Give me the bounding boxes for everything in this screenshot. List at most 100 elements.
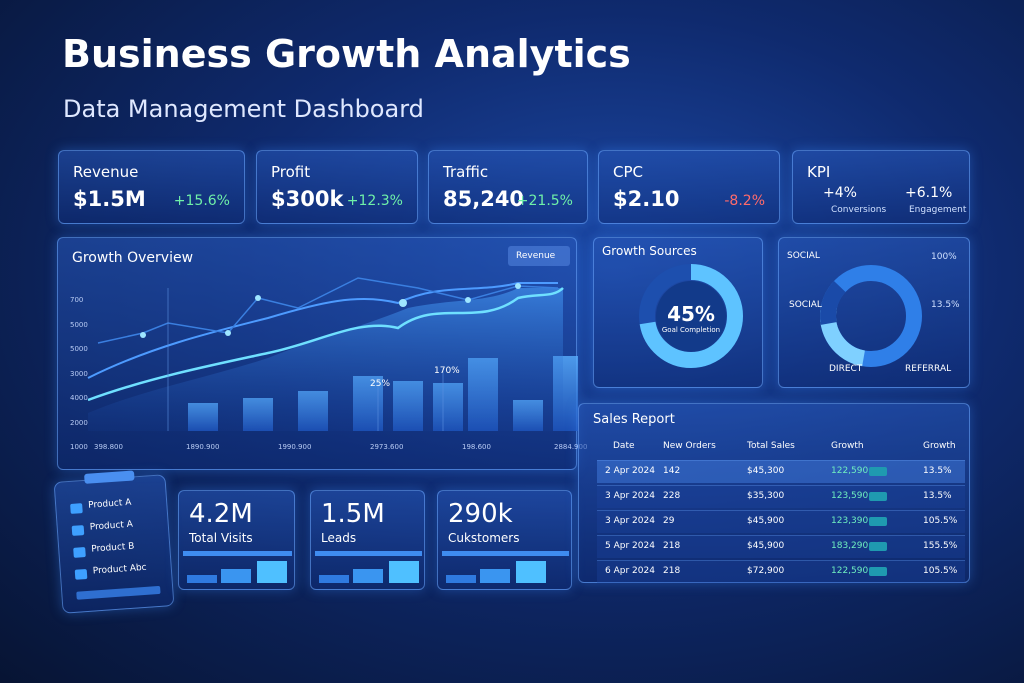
product-icon	[71, 525, 85, 536]
kpi-card: Revenue $1.5M +15.6%	[58, 150, 245, 224]
metric-label: Total Visits	[189, 531, 253, 545]
table-cell: 13.5%	[923, 466, 952, 476]
table-cell: $45,300	[747, 466, 785, 476]
donut-label: Goal Completion	[661, 326, 721, 334]
column-header: Total Sales	[747, 441, 795, 451]
kpi-label: Revenue	[73, 163, 139, 181]
y-axis-label: 1000	[70, 443, 88, 451]
kpi-sub-label: Conversions	[831, 205, 887, 215]
table-cell: 6 Apr 2024	[605, 566, 655, 576]
metric-card: 290k Cukstomers	[437, 490, 572, 590]
channel-value: 13.5%	[931, 300, 960, 310]
y-axis-label: 4000	[70, 394, 88, 402]
growth-overview-panel: Growth Overview Revenue 700 5000 5000 3000 40…	[57, 237, 587, 471]
metric-label: Leads	[321, 531, 357, 545]
channel-label: SOCIAL	[789, 300, 822, 310]
y-axis-label: 5000	[70, 345, 88, 353]
growth-badge	[869, 567, 887, 576]
clip	[84, 470, 135, 484]
product-label: Product Abc	[92, 562, 147, 577]
channels-panel: SOCIAL SOCIAL DIRECT REFERRAL 100% 13.5%	[778, 237, 970, 388]
kpi-sub-label: Engagement	[909, 205, 967, 215]
kpi-value: $2.10	[613, 187, 680, 211]
kpi-card: Profit $300k +12.3%	[256, 150, 418, 224]
kpi-value: $300k	[271, 187, 344, 211]
table-cell: 3 Apr 2024	[605, 516, 655, 526]
table-cell: 123,390	[831, 516, 869, 526]
metric-value: 1.5M	[321, 499, 385, 529]
metric-bars	[183, 549, 292, 591]
kpi-value: +4%	[823, 185, 857, 201]
channel-value: 100%	[931, 252, 957, 262]
donut-ring	[639, 264, 743, 368]
table-cell: 13.5%	[923, 491, 952, 501]
column-header: New Orders	[663, 441, 716, 451]
product-icon	[73, 547, 86, 558]
metric-sparkbars	[315, 551, 422, 583]
table-cell: 228	[663, 491, 681, 501]
metric-sparkbars	[442, 551, 569, 583]
product-bar	[76, 585, 161, 600]
kpi-value: 85,240	[443, 187, 525, 211]
metric-label: Cukstomers	[448, 531, 520, 545]
table-cell: 123,590	[831, 491, 869, 501]
panel-title: Growth Overview	[72, 250, 194, 266]
table-row: 3 Apr 2024 29 $45,900 123,390 105.5%	[597, 510, 965, 533]
kpi-label: Traffic	[443, 163, 489, 181]
column-header: Date	[613, 441, 635, 451]
table-cell: 2 Apr 2024	[605, 466, 655, 476]
kpi-label: CPC	[613, 163, 643, 181]
product-label: Product A	[87, 497, 132, 511]
channel-label: SOCIAL	[787, 251, 820, 261]
kpi-change: -8.2%	[724, 193, 765, 209]
annotation: 25%	[370, 379, 391, 389]
table-cell: 122,590	[831, 466, 869, 476]
panel-title: Sales Report	[593, 412, 675, 427]
growth-badge	[869, 492, 887, 501]
table-row: 2 Apr 2024 142 $45,300 122,590 13.5%	[597, 460, 965, 483]
metric-bars	[442, 549, 569, 591]
chart-graphics	[58, 238, 583, 471]
y-axis-label: 2000	[70, 418, 88, 427]
table-cell: 3 Apr 2024	[605, 491, 655, 501]
metric-card: 1.5M Leads	[310, 490, 425, 590]
donut-value: 45%	[667, 302, 715, 326]
donut	[779, 238, 971, 393]
table-cell: 122,590	[831, 566, 869, 576]
x-axis-label: 198.600	[462, 443, 491, 451]
table-cell: 5 Apr 2024	[605, 541, 655, 551]
kpi-change: +15.6%	[173, 193, 230, 209]
kpi-value: +6.1%	[905, 185, 953, 201]
column-header: Growth	[831, 441, 864, 451]
product-icon	[70, 503, 83, 514]
table-cell: 105.5%	[923, 566, 958, 576]
metric-value: 4.2M	[189, 499, 253, 529]
y-axis-label: 3000	[70, 369, 88, 378]
product-icon	[74, 568, 88, 580]
table-cell: 218	[663, 541, 681, 551]
product-label: Product B	[90, 541, 135, 555]
table-cell: $45,900	[747, 516, 785, 526]
kpi-card: KPI +4% Conversions +6.1% Engagement	[792, 150, 970, 224]
growth-chart	[87, 277, 583, 431]
column-header: Growth	[923, 441, 956, 451]
table-cell: $72,900	[747, 566, 785, 576]
x-axis-label: 2884.900	[554, 443, 588, 451]
title: Business Growth Analytics	[62, 32, 631, 76]
kpi-label: KPI	[807, 163, 831, 181]
metric-bars	[315, 549, 422, 591]
metric-value: 290k	[448, 499, 513, 529]
filter-button[interactable]: Revenue	[508, 246, 570, 266]
channel-label: REFERRAL	[905, 364, 952, 374]
table-cell: 142	[663, 466, 681, 476]
donut-ring	[820, 265, 923, 367]
kpi-change: +12.3%	[346, 193, 403, 209]
metric-card: 4.2M Total Visits	[178, 490, 295, 590]
y-axis-label: 5000	[70, 320, 88, 329]
growth-sources-panel: Growth Sources 45% Goal Completion	[593, 237, 763, 388]
table-row: 5 Apr 2024 218 $45,900 183,290 155.5%	[597, 535, 965, 558]
table-cell: 218	[663, 566, 681, 576]
x-axis-label: 2973.600	[370, 443, 404, 451]
sales-report-panel: Sales Report Date New Orders Total Sales Gro…	[578, 403, 970, 583]
